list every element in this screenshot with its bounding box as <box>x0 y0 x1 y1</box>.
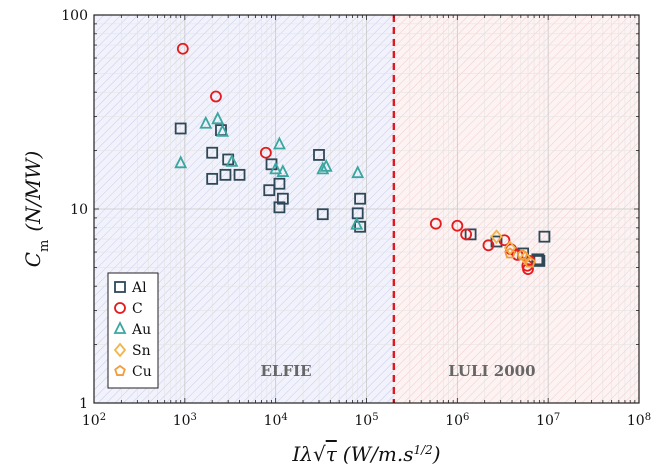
x-axis-title-close: ) <box>432 442 441 466</box>
x-tick-label: 104 <box>264 412 288 430</box>
point-c <box>522 263 534 276</box>
x-tick-label-exp: 8 <box>645 412 651 423</box>
x-tick-label: 105 <box>354 412 378 430</box>
legend-marker-al <box>114 281 126 293</box>
x-tick-label: 103 <box>173 412 197 430</box>
point-sn <box>503 240 517 256</box>
point-au <box>211 111 225 125</box>
x-tick-label: 107 <box>536 412 560 430</box>
legend-marker-c <box>114 302 126 314</box>
legend-marker-au <box>113 320 127 334</box>
point-au <box>225 153 239 167</box>
region-label-elfie: ELFIE <box>260 362 311 380</box>
point-au <box>272 136 286 150</box>
x-tick-label-base: 10 <box>264 413 282 429</box>
y-axis-title: Cm (N/MW) <box>21 151 52 268</box>
y-tick-labels: 1 10 100 <box>61 8 88 412</box>
x-tick-label-base: 10 <box>627 413 645 429</box>
point-al <box>263 184 276 197</box>
region-labels: ELFIE LULI 2000 <box>260 362 535 380</box>
y-axis-title-sub: m <box>37 240 52 252</box>
x-tick-label-exp: 3 <box>191 412 197 423</box>
point-al <box>354 220 366 233</box>
point-au <box>351 165 365 179</box>
point-au <box>319 158 333 172</box>
point-al <box>538 230 551 243</box>
point-al <box>313 149 325 161</box>
point-au <box>216 123 229 137</box>
point-al <box>354 192 366 205</box>
x-axis-title-tau: τ <box>326 442 338 466</box>
x-tick-label-exp: 5 <box>372 412 378 423</box>
y-axis-title-c: C <box>21 252 45 267</box>
point-al <box>351 207 364 220</box>
point-au <box>316 161 330 175</box>
x-tick-label-exp: 7 <box>554 412 560 423</box>
axis-ticks <box>93 14 640 404</box>
point-au <box>174 155 188 169</box>
point-au <box>269 161 283 175</box>
legend-marker-cu <box>114 364 126 376</box>
point-au <box>276 164 290 177</box>
x-axis-title-exp: 1/2 <box>413 443 432 457</box>
x-axis-title: Iλ√τ (W/m.s1/2) <box>291 442 440 466</box>
x-tick-labels: 102 103 104 105 106 107 108 <box>82 412 651 430</box>
point-al <box>219 168 232 181</box>
y-axis-title-unit: (N/MW) <box>21 151 45 232</box>
y-tick-label: 100 <box>61 8 88 24</box>
x-tick-label-exp: 4 <box>281 412 287 423</box>
point-al <box>273 177 286 190</box>
x-tick-label-exp: 2 <box>100 412 106 423</box>
x-axis-title-sqrt: √ <box>313 442 326 466</box>
point-al <box>206 146 219 159</box>
point-al <box>206 172 219 185</box>
x-tick-label-exp: 6 <box>463 412 469 423</box>
point-cu <box>504 247 516 259</box>
legend: Al C Au Sn Cu <box>107 272 159 389</box>
x-tick-label-base: 10 <box>445 413 463 429</box>
x-tick-label-base: 10 <box>173 413 191 429</box>
x-axis-title-unit: (W/m.s <box>343 442 414 466</box>
legend-label-au: Au <box>131 322 151 338</box>
legend-label-c: C <box>132 301 143 317</box>
region-label-luli: LULI 2000 <box>448 362 535 380</box>
data-points <box>174 42 551 276</box>
x-tick-label: 106 <box>445 412 469 430</box>
point-c <box>460 228 473 241</box>
point-al <box>233 168 246 181</box>
legend-label-al: Al <box>131 280 147 296</box>
point-c <box>210 90 222 103</box>
gridlines <box>94 15 639 403</box>
y-tick-label: 10 <box>70 202 88 218</box>
x-axis-title-part-a: Iλ <box>291 442 313 466</box>
y-tick-label: 1 <box>79 396 88 412</box>
legend-marker-sn <box>113 342 127 358</box>
x-tick-label-base: 10 <box>536 413 554 429</box>
point-au <box>350 216 364 230</box>
x-tick-label: 108 <box>627 412 651 430</box>
point-c <box>451 219 464 232</box>
point-al <box>464 228 477 241</box>
point-c <box>482 239 495 252</box>
point-al <box>316 208 329 221</box>
point-sn <box>490 229 503 245</box>
series-cu <box>504 247 536 268</box>
legend-label-cu: Cu <box>132 364 152 380</box>
point-c <box>259 146 272 159</box>
point-al <box>273 201 286 214</box>
legend-label-sn: Sn <box>132 343 151 359</box>
point-au <box>199 115 213 129</box>
point-cu <box>524 256 536 268</box>
series-au <box>174 111 365 230</box>
x-tick-label-base: 10 <box>82 413 100 429</box>
x-tick-label-base: 10 <box>354 413 372 429</box>
x-tick-label: 102 <box>82 412 106 430</box>
point-al <box>174 122 187 135</box>
point-al <box>276 192 289 205</box>
point-cu <box>516 248 529 260</box>
point-c <box>429 217 442 230</box>
point-c <box>176 42 189 55</box>
